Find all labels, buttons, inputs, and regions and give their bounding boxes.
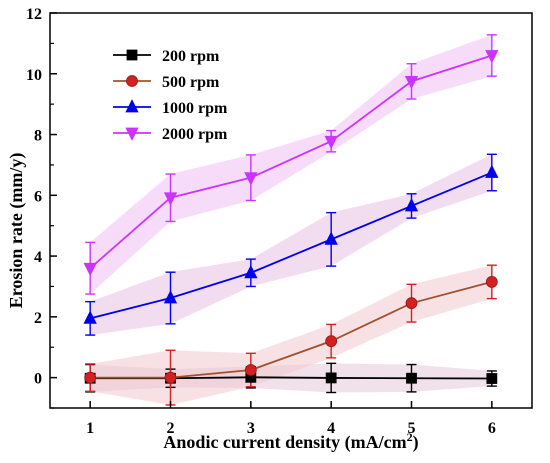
x-tick-label: 4: [327, 420, 335, 437]
data-point: [406, 372, 417, 384]
legend-marker-0: [126, 49, 138, 61]
x-tick-label: 5: [408, 420, 416, 437]
x-tick-label: 6: [488, 420, 496, 437]
series-lines: [89, 54, 493, 380]
x-axis-ticks: 1 2 3 4 5 6: [86, 401, 496, 437]
data-point: [325, 372, 337, 384]
y-axis-ticks: 0 2 4 6 8 10 12: [26, 6, 57, 409]
legend-label-0: 200 rpm: [162, 48, 220, 65]
x-tick-label: 3: [247, 420, 255, 437]
data-point: [244, 264, 258, 279]
data-point: [324, 231, 338, 245]
legend-marker-1: [126, 75, 138, 87]
data-point: [405, 297, 418, 310]
data-point: [485, 164, 499, 178]
data-point: [404, 198, 419, 212]
y-tick-label: 8: [34, 128, 42, 145]
data-point: [404, 75, 419, 90]
data-point: [83, 262, 97, 277]
legend: 200 rpm 500 rpm 1000 rpm 2000 rpm: [113, 48, 228, 143]
series-line-2: [89, 171, 493, 320]
data-point: [163, 192, 178, 206]
data-point: [164, 371, 177, 384]
data-point: [325, 335, 338, 348]
legend-label-1: 500 rpm: [162, 74, 220, 91]
y-tick-label: 12: [26, 6, 42, 23]
data-point: [244, 172, 258, 186]
data-point: [486, 373, 498, 384]
series-line-1: [90, 281, 493, 379]
legend-marker-3: [125, 127, 139, 141]
data-point: [485, 50, 499, 64]
data-point: [485, 276, 498, 288]
error-band-1: [90, 265, 492, 405]
data-point: [324, 135, 338, 150]
legend-label-2: 1000 rpm: [162, 100, 228, 117]
series-line-3: [89, 54, 493, 269]
legend-marker-2: [125, 99, 139, 113]
data-point: [84, 371, 97, 384]
y-tick-label: 4: [34, 249, 42, 266]
series-markers: [83, 50, 499, 384]
error-bands: [90, 34, 492, 405]
y-tick-label: 2: [34, 310, 42, 327]
x-tick-label: 2: [167, 420, 175, 437]
y-tick-label: 6: [34, 188, 42, 205]
plot-area-frame: [49, 12, 533, 409]
y-tick-label: 10: [26, 67, 42, 84]
y-tick-label: 0: [34, 371, 42, 388]
error-band-3: [90, 34, 492, 295]
y-axis-title: Erosion rate (mm/y): [6, 153, 27, 309]
error-band-2: [90, 154, 492, 336]
data-point: [83, 310, 97, 324]
data-point: [244, 364, 257, 376]
x-axis-title: Anodic current density (mA/cm2): [163, 430, 418, 453]
x-tick-label: 1: [86, 420, 94, 437]
data-point: [163, 290, 178, 304]
legend-label-3: 2000 rpm: [162, 126, 228, 143]
